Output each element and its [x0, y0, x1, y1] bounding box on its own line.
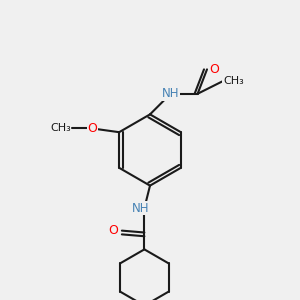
- Text: O: O: [87, 122, 97, 135]
- Text: CH₃: CH₃: [50, 123, 70, 134]
- Text: O: O: [209, 63, 219, 76]
- Text: NH: NH: [132, 202, 149, 214]
- Text: CH₃: CH₃: [223, 76, 244, 85]
- Text: NH: NH: [162, 87, 179, 100]
- Text: O: O: [109, 224, 118, 237]
